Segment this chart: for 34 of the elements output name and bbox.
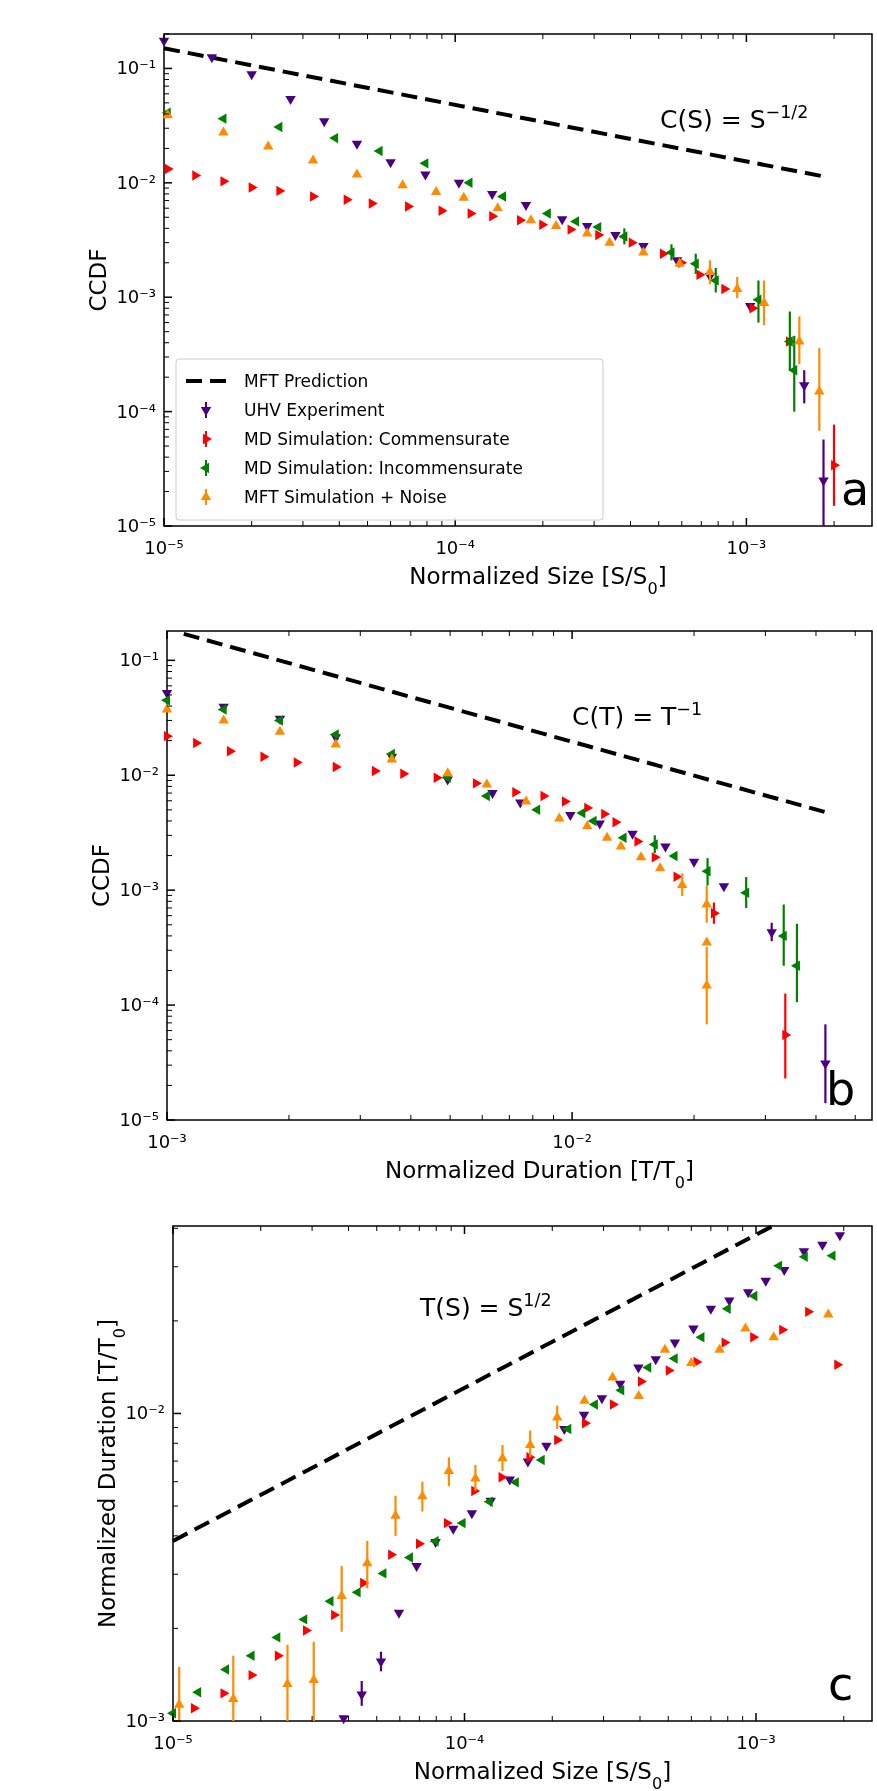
y-tick-label: 10⁻⁵ bbox=[119, 1109, 159, 1130]
legend-label: MFT Simulation + Noise bbox=[244, 487, 447, 507]
x-tick-label: 10⁻⁴ bbox=[444, 1732, 485, 1753]
legend-label: MD Simulation: Commensurate bbox=[244, 429, 510, 449]
x-tick-label: 10⁻⁵ bbox=[144, 537, 184, 558]
annotation: b bbox=[826, 1062, 856, 1116]
annotation: C(T) = T$^{−1}$ bbox=[572, 699, 703, 731]
x-axis-title: Normalized Size [S/S$_{0}$] bbox=[413, 1758, 672, 1791]
y-tick-label: 10⁻³ bbox=[125, 1710, 165, 1731]
y-tick-label: 10⁻¹ bbox=[119, 649, 159, 671]
y-tick-label: 10⁻² bbox=[116, 171, 156, 193]
x-axis-title: Normalized Size [S/S$_{0}$] bbox=[409, 563, 667, 598]
y-tick-label: 10⁻⁵ bbox=[116, 515, 156, 536]
y-tick-label: 10⁻¹ bbox=[116, 57, 156, 79]
legend-label: MD Simulation: Incommensurate bbox=[244, 458, 523, 478]
x-tick-label: 10⁻⁵ bbox=[153, 1732, 193, 1753]
y-tick-label: 10⁻⁴ bbox=[116, 400, 156, 422]
y-tick-label: 10⁻³ bbox=[116, 286, 156, 308]
x-tick-label: 10⁻³ bbox=[726, 537, 767, 558]
legend-label: MFT Prediction bbox=[244, 371, 369, 391]
annotation: c bbox=[828, 1657, 854, 1711]
x-axis-title: Normalized Duration [T/T$_{0}$] bbox=[384, 1157, 695, 1192]
annotation: T(S) = S$^{1/2}$ bbox=[419, 1290, 552, 1322]
y-tick-label: 10⁻⁴ bbox=[119, 994, 159, 1016]
x-tick-label: 10⁻⁴ bbox=[435, 537, 476, 558]
y-axis-title: CCDF bbox=[88, 843, 114, 908]
annotation: C(S) = S$^{−1/2}$ bbox=[660, 102, 809, 134]
annotation: a bbox=[841, 462, 870, 516]
x-tick-label: 10⁻³ bbox=[736, 1732, 776, 1753]
y-tick-label: 10⁻³ bbox=[119, 879, 159, 901]
legend-label: UHV Experiment bbox=[244, 400, 385, 420]
y-tick-label: 10⁻² bbox=[125, 1402, 165, 1424]
y-axis-title: CCDF bbox=[85, 248, 111, 312]
y-tick-label: 10⁻² bbox=[119, 764, 159, 786]
